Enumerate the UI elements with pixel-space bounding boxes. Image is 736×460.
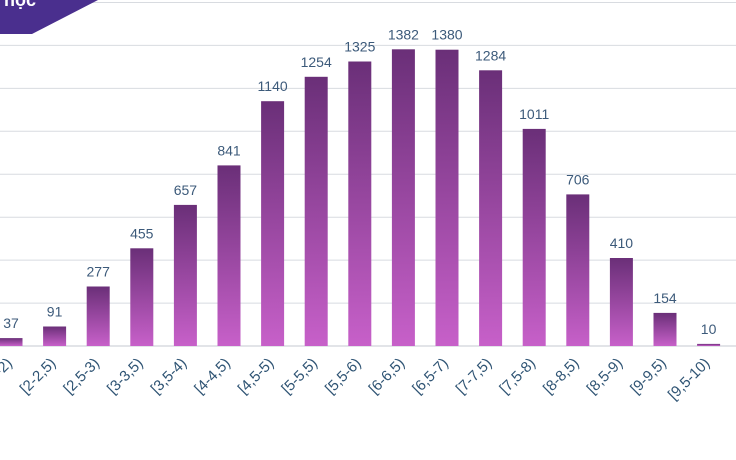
x-tick-label: [1,5-2)	[0, 355, 16, 398]
data-label: 657	[174, 182, 198, 198]
data-label: 1011	[519, 106, 549, 122]
x-tick-label: [6,5-7)	[409, 355, 452, 398]
data-label: 1382	[388, 26, 419, 42]
x-tick-label: [4,5-5)	[235, 355, 278, 398]
data-label: 1284	[475, 47, 506, 63]
data-label: 1325	[344, 39, 375, 55]
x-tick-label: [7,5-8)	[496, 355, 539, 398]
badge-text: học	[4, 0, 36, 10]
x-tick-label: [3-3,5)	[104, 355, 147, 398]
data-label: 91	[47, 304, 63, 320]
badge-shape	[0, 0, 98, 34]
x-tick-label: [9-9,5)	[627, 355, 670, 398]
data-label: 706	[566, 171, 590, 187]
corner-badge: học	[0, 0, 98, 34]
bar	[697, 343, 721, 346]
data-label: 10	[701, 321, 717, 337]
data-label: 1254	[301, 54, 332, 70]
bar	[609, 258, 633, 346]
x-tick-label: [2-2,5)	[17, 355, 60, 398]
data-labels: 37 91 277 455 657 841 1140 1254 1325 1382 1380 1284…	[3, 26, 716, 337]
x-tick-label: [5,5-6)	[322, 355, 365, 398]
bar	[522, 128, 546, 346]
bar	[304, 76, 328, 347]
x-tick-label: [5-5,5)	[278, 355, 321, 398]
bars	[0, 49, 721, 347]
data-label: 277	[87, 264, 111, 280]
data-label: 1380	[431, 27, 462, 43]
data-label: 455	[130, 225, 154, 241]
data-label: 154	[653, 290, 677, 306]
bar	[348, 61, 372, 346]
x-tick-label: [2,5-3)	[60, 355, 103, 398]
data-label: 410	[610, 235, 634, 251]
data-label: 37	[3, 315, 19, 331]
bar	[0, 338, 23, 346]
bar	[86, 286, 110, 346]
x-tick-label: [9,5-10)	[665, 355, 714, 404]
bar	[435, 49, 459, 346]
x-tick-label: [8,5-9)	[584, 355, 627, 398]
data-label: 841	[217, 142, 241, 158]
bar	[261, 101, 285, 346]
bar	[130, 248, 154, 346]
data-label: 1140	[258, 78, 288, 94]
x-tick-label: [4-4,5)	[191, 355, 234, 398]
x-tick-label: [7-7,5)	[453, 355, 496, 398]
bar	[43, 326, 67, 346]
x-tick-label: [3,5-4)	[148, 355, 191, 398]
bar	[479, 70, 503, 347]
bar	[173, 204, 197, 346]
x-tick-label: [8-8,5)	[540, 355, 583, 398]
bar	[653, 312, 677, 346]
bar	[391, 49, 415, 347]
bar	[566, 194, 590, 346]
x-tick-label: [6-6,5)	[366, 355, 409, 398]
x-tick-labels: [1,5-2) [2-2,5) [2,5-3) [3-3,5) [3,5-4) [4-4,…	[0, 355, 713, 404]
bar	[217, 165, 241, 346]
